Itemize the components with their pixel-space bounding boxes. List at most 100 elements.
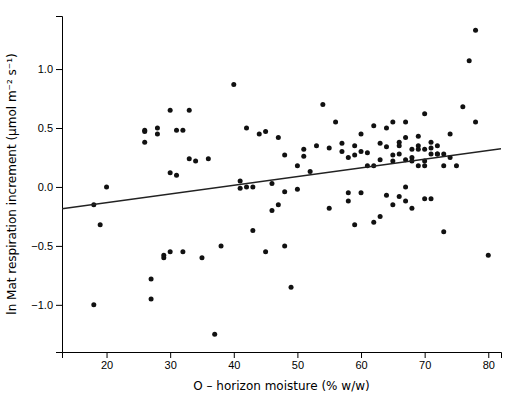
point	[435, 151, 440, 156]
point	[219, 243, 224, 248]
point	[314, 143, 319, 148]
x-tick-mark	[234, 352, 235, 358]
point	[180, 249, 185, 254]
point	[359, 149, 364, 154]
point	[473, 120, 478, 125]
point	[390, 153, 395, 158]
point	[244, 126, 249, 131]
point	[168, 170, 173, 175]
point	[422, 163, 427, 168]
point	[371, 123, 376, 128]
point	[454, 163, 459, 168]
point	[155, 126, 160, 131]
point	[409, 147, 414, 152]
point	[339, 141, 344, 146]
point	[352, 143, 357, 148]
y-tick: 0.5	[38, 122, 62, 134]
y-tick-mark	[56, 69, 62, 70]
point	[98, 222, 103, 227]
point	[250, 228, 255, 233]
point	[238, 179, 243, 184]
x-tick: 60	[355, 352, 367, 371]
y-tick-mark	[56, 128, 62, 129]
point	[441, 163, 446, 168]
x-tick: 30	[165, 352, 177, 371]
point	[346, 190, 351, 195]
y-tick: 1.0	[38, 63, 62, 75]
y-axis-title: ln Mat respiration increment (μmol m⁻² s…	[5, 53, 19, 314]
point	[282, 189, 287, 194]
x-tick-label: 70	[419, 359, 431, 371]
point	[289, 285, 294, 290]
point	[435, 143, 440, 148]
point	[187, 108, 192, 113]
point	[244, 184, 249, 189]
x-tick: 50	[292, 352, 304, 371]
point	[250, 184, 255, 189]
point	[359, 131, 364, 136]
x-tick-mark	[107, 352, 108, 358]
point	[346, 155, 351, 160]
x-axis-title: O – horizon moisture (% w/w)	[193, 379, 369, 393]
point	[429, 196, 434, 201]
marks	[62, 28, 501, 337]
y-tick-mark	[56, 187, 62, 188]
x-tick-mark	[170, 352, 171, 358]
y-tick-label: −0.5	[31, 240, 53, 252]
point	[384, 126, 389, 131]
x-tick-label: 80	[483, 359, 495, 371]
y-tick-label: 0.5	[38, 122, 53, 134]
point	[295, 187, 300, 192]
point	[206, 156, 211, 161]
y-tick: 0.0	[38, 181, 62, 193]
y-tick: −1.0	[31, 299, 62, 311]
point	[346, 199, 351, 204]
x-axis-line	[63, 353, 502, 359]
point	[378, 141, 383, 146]
x-tick: 70	[419, 352, 431, 371]
point	[212, 332, 217, 337]
point	[403, 199, 408, 204]
point	[441, 229, 446, 234]
y-tick-label: −1.0	[31, 299, 53, 311]
y-axis-line	[56, 17, 63, 353]
point	[282, 243, 287, 248]
point	[378, 157, 383, 162]
x-tick: 20	[101, 352, 113, 371]
point	[397, 194, 402, 199]
x-tick-label: 20	[101, 359, 113, 371]
point	[301, 154, 306, 159]
point	[460, 104, 465, 109]
y-tick-mark	[56, 305, 62, 306]
point	[384, 144, 389, 149]
x-tick-label: 30	[165, 359, 177, 371]
point	[142, 128, 147, 133]
point	[187, 156, 192, 161]
y-tick-label: 0.0	[38, 181, 53, 193]
y-tick-label: 1.0	[38, 63, 53, 75]
point	[486, 253, 491, 258]
x-axis: 20304050607080	[63, 352, 502, 371]
point	[104, 184, 109, 189]
point	[359, 190, 364, 195]
point	[352, 153, 357, 158]
point	[429, 146, 434, 151]
point	[416, 163, 421, 168]
point	[257, 131, 262, 136]
points	[91, 28, 490, 337]
point	[365, 150, 370, 155]
point	[276, 202, 281, 207]
y-axis: −1.0 −0.5 0.0 0.5 1.0	[31, 17, 62, 353]
point	[168, 108, 173, 113]
point	[199, 255, 204, 260]
point	[397, 151, 402, 156]
x-tick-mark	[425, 352, 426, 358]
point	[180, 128, 185, 133]
point	[416, 134, 421, 139]
point	[308, 169, 313, 174]
point	[91, 302, 96, 307]
point	[142, 140, 147, 145]
point	[403, 135, 408, 140]
plot: 20304050607080−1.0−0.50.00.51.0O – horiz…	[5, 17, 502, 394]
point	[467, 58, 472, 63]
